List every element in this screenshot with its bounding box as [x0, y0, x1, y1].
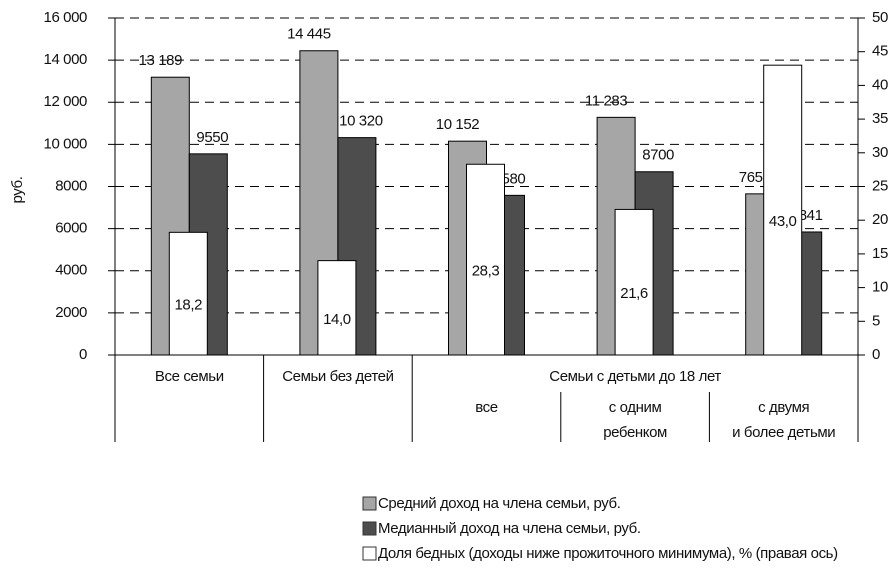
- y-tick-label: 16 000: [44, 9, 88, 26]
- y-tick-label: 8000: [55, 177, 87, 194]
- x-tick-label: все: [475, 399, 498, 416]
- x-tick-label: и более детьми: [732, 424, 835, 441]
- legend-swatch: [362, 546, 377, 561]
- y2-tick-label: 15: [872, 245, 888, 262]
- category-group-label: Семьи с детьми до 18 лет: [549, 368, 721, 385]
- value-label: 10 320: [339, 113, 383, 130]
- y2-tick-label: 10: [872, 279, 888, 296]
- y2-tick-label: 30: [872, 144, 888, 161]
- y2-tick-label: 5: [872, 312, 880, 329]
- y2-tick-label: 20: [872, 211, 888, 228]
- bar: [317, 260, 357, 356]
- x-tick-label: с двумя: [758, 399, 809, 416]
- y2-tick-label: 40: [872, 76, 888, 93]
- y-tick-label: 12 000: [44, 93, 88, 110]
- y2-tick-label: 45: [872, 43, 888, 60]
- y-tick-label: 6000: [55, 220, 87, 237]
- y-axis-label: руб.: [9, 176, 26, 203]
- bar: [168, 231, 208, 356]
- value-label: 7651: [739, 169, 771, 186]
- value-label: 43,0: [769, 213, 797, 230]
- y-tick-label: 4000: [55, 262, 87, 279]
- legend-swatch: [362, 521, 377, 536]
- y-tick-label: 2000: [55, 304, 87, 321]
- legend-label: Доля бедных (доходы ниже прожиточного ми…: [378, 545, 838, 562]
- y-tick-label: 14 000: [44, 51, 88, 68]
- y-tick-label: 10 000: [44, 135, 88, 152]
- value-label: 10 152: [436, 116, 480, 133]
- legend-label: Медианный доход на члена семьи, руб.: [378, 520, 641, 537]
- value-label: 14 445: [287, 26, 331, 43]
- x-tick-label: ребенком: [603, 424, 667, 441]
- y2-tick-label: 35: [872, 110, 888, 127]
- x-tick-label: Все семьи: [155, 368, 224, 385]
- value-label: 21,6: [620, 285, 648, 302]
- value-label: 28,3: [472, 263, 500, 280]
- x-tick-label: с одним: [609, 399, 662, 416]
- value-label: 14,0: [323, 311, 351, 328]
- bar: [614, 208, 654, 356]
- value-label: 9550: [196, 129, 228, 146]
- value-label: 8700: [642, 147, 674, 164]
- y2-tick-label: 25: [872, 177, 888, 194]
- y2-tick-label: 50: [872, 9, 888, 26]
- value-label: 13 189: [139, 52, 183, 69]
- bar: [466, 163, 505, 356]
- x-tick-label: Семьи без детей: [282, 368, 393, 385]
- bar: [763, 64, 803, 356]
- y2-tick-label: 0: [872, 346, 880, 363]
- legend-swatch: [362, 496, 377, 511]
- value-label: 11 283: [585, 92, 627, 109]
- legend-label: Средний доход на члена семьи, руб.: [378, 495, 621, 512]
- value-label: 18,2: [174, 297, 202, 314]
- y-tick-label: 0: [79, 346, 87, 363]
